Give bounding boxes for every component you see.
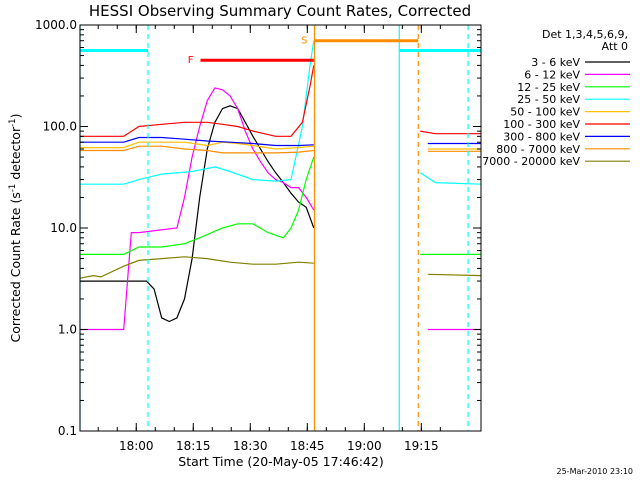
y-tick-label-1: 1.0 [58,323,77,337]
y-axis: 0.1 1.0 10.0 100.0 1000.0 [35,18,481,438]
series-line-12-25-kev [80,156,481,255]
legend-label-5: 100 - 300 keV [503,118,580,131]
x-tick-label-4: 19:00 [347,439,382,453]
y-axis-label: Corrected Count Rate (s-1 detector-1) [8,114,23,343]
series-line-3-6-kev [80,105,315,323]
timestamp: 25-Mar-2010 23:10 [557,467,634,476]
saa-label: S [301,36,307,47]
legend-label-0: 3 - 6 keV [531,56,580,69]
series-line-25-50-kev [80,40,482,185]
x-tick-label-5: 19:15 [404,439,439,453]
series-line-50-100-kev [80,141,481,150]
legend-label-3: 25 - 50 keV [517,93,580,106]
x-tick-label-0: 18:00 [119,439,154,453]
legend-label-1: 6 - 12 keV [524,68,580,81]
series-line-7000-20000-kev [79,256,482,279]
y-tick-label-2: 10.0 [50,221,77,235]
legend-label-7: 800 - 7000 keV [496,143,580,156]
legend-label-2: 12 - 25 keV [517,81,580,94]
flare-label: F [188,55,194,66]
legend-label-8: 7000 - 20000 keV [482,155,580,168]
chart-title: HESSI Observing Summary Count Rates, Cor… [89,2,471,20]
series-line-800-7000-kev [80,145,481,154]
night-label: N [152,0,159,3]
series-line-100-300-kev [80,65,481,137]
y-tick-label-0: 0.1 [58,424,77,438]
y-tick-label-4: 1000.0 [35,18,77,32]
observing-markers: N F S [79,0,481,431]
x-axis: 18:00 18:15 18:30 18:45 19:00 19:15 [97,25,441,453]
x-tick-label-3: 18:45 [290,439,325,453]
series-line-6-12-kev [80,87,481,331]
plot-area [79,40,482,331]
x-axis-label: Start Time (20-May-05 17:46:42) [178,454,383,469]
legend-label-6: 300 - 800 keV [503,130,580,143]
series-line-300-800-kev [80,136,481,147]
legend-header: Det 1,3,4,5,6,9, [542,28,628,41]
legend-attenuator: Att 0 [602,40,628,53]
plot-frame [79,24,482,432]
x-tick-label-1: 18:15 [176,439,211,453]
x-tick-label-2: 18:30 [233,439,268,453]
legend-label-4: 50 - 100 keV [510,106,580,119]
y-tick-label-3: 100.0 [43,120,77,134]
